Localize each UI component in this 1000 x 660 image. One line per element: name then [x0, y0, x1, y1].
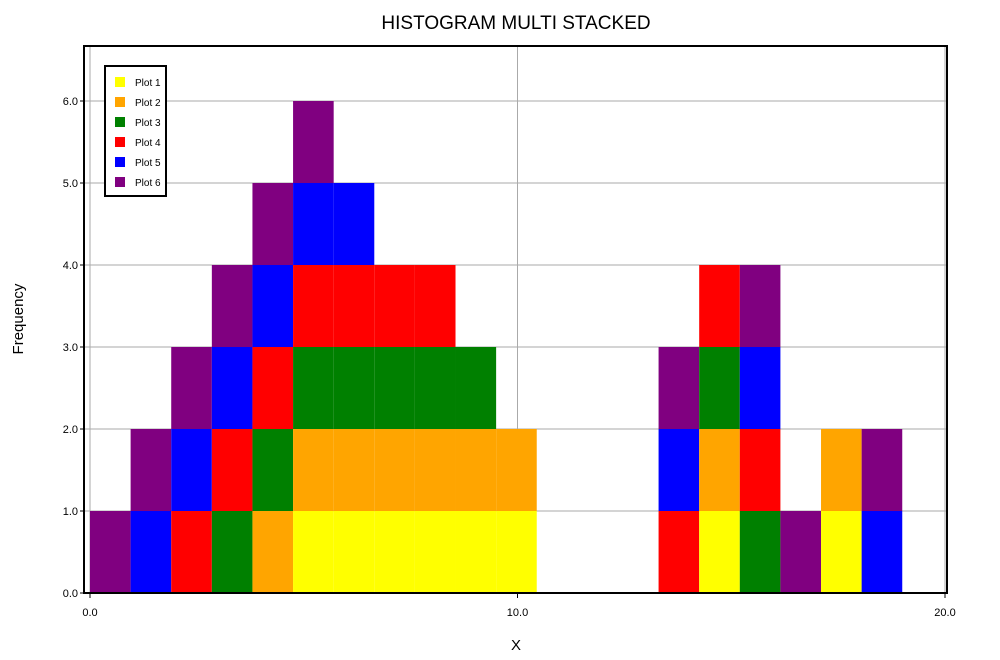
bar-segment-plot-4 [699, 265, 740, 347]
bar-segment-plot-5 [252, 265, 294, 347]
bar-segment-plot-6 [780, 511, 822, 593]
legend-box [104, 65, 167, 197]
bar-segment-plot-2 [496, 429, 537, 511]
legend-swatch [115, 177, 125, 187]
bar-segment-plot-2 [699, 429, 740, 511]
bar-segment-plot-1 [699, 511, 740, 593]
bar-segment-plot-5 [333, 183, 375, 265]
bar-segment-plot-6 [739, 265, 781, 347]
bar-segment-plot-5 [211, 347, 253, 429]
legend-entry: Plot 5 [135, 158, 161, 169]
y-axis-label: Frequency [10, 283, 27, 354]
legend-entry: Plot 3 [135, 118, 161, 129]
y-tick-label: 1.0 [63, 506, 78, 518]
x-axis-label: X [511, 637, 521, 654]
bar-segment-plot-4 [252, 347, 294, 429]
bar-segment-plot-1 [455, 511, 497, 593]
legend-swatch [115, 157, 125, 167]
bar-segment-plot-2 [252, 511, 294, 593]
legend: Plot 1 Plot 2 Plot 3 Plot 4 Plot 5 Plot 6 [104, 65, 167, 197]
legend-swatch [115, 117, 125, 127]
bar-segment-plot-6 [293, 101, 334, 183]
bar-segment-plot-6 [90, 511, 131, 593]
bar-segment-plot-2 [333, 429, 375, 511]
legend-entry: Plot 2 [135, 98, 161, 109]
bar-segment-plot-6 [130, 429, 172, 511]
bar-segment-plot-3 [699, 347, 740, 429]
bar-segment-plot-6 [252, 183, 294, 265]
bar-segment-plot-4 [658, 511, 700, 593]
bar-segment-plot-2 [293, 429, 334, 511]
bar-segment-plot-6 [861, 429, 903, 511]
bar-segment-plot-3 [455, 347, 497, 429]
bar-segment-plot-3 [293, 347, 334, 429]
bar-segment-plot-3 [414, 347, 456, 429]
legend-swatch [115, 97, 125, 107]
bar-segment-plot-6 [211, 265, 253, 347]
bar-segment-plot-1 [333, 511, 375, 593]
legend-entry: Plot 1 [135, 78, 161, 89]
bars [90, 101, 903, 593]
y-tick-label: 5.0 [63, 178, 78, 190]
bar-segment-plot-2 [374, 429, 415, 511]
bar-segment-plot-6 [171, 347, 212, 429]
x-tick-label: 10.0 [507, 607, 528, 619]
bar-segment-plot-1 [293, 511, 334, 593]
x-tick-label: 20.0 [934, 607, 955, 619]
bar-segment-plot-1 [414, 511, 456, 593]
bar-segment-plot-1 [374, 511, 415, 593]
plot-frame [83, 45, 948, 594]
bar-segment-plot-4 [211, 429, 253, 511]
bar-segment-plot-4 [739, 429, 781, 511]
bar-segment-plot-1 [821, 511, 862, 593]
bar-segment-plot-5 [861, 511, 903, 593]
bar-segment-plot-1 [496, 511, 537, 593]
bar-segment-plot-5 [171, 429, 212, 511]
bar-segment-plot-3 [211, 511, 253, 593]
bar-segment-plot-4 [293, 265, 334, 347]
legend-entry: Plot 4 [135, 138, 161, 149]
bar-segment-plot-3 [374, 347, 415, 429]
bar-segment-plot-5 [293, 183, 334, 265]
bar-segment-plot-5 [658, 429, 700, 511]
legend-swatch [115, 77, 125, 87]
y-tick-label: 4.0 [63, 260, 78, 272]
tick-labels: 0.0 1.0 2.0 3.0 4.0 5.0 6.0 0.0 10.0 20.0 [63, 96, 956, 619]
bar-segment-plot-4 [333, 265, 375, 347]
bar-segment-plot-3 [333, 347, 375, 429]
legend-swatch [115, 137, 125, 147]
y-tick-label: 6.0 [63, 96, 78, 108]
bar-segment-plot-6 [658, 347, 700, 429]
bar-segment-plot-4 [414, 265, 456, 347]
bar-segment-plot-5 [739, 347, 781, 429]
bar-segment-plot-3 [739, 511, 781, 593]
legend-entry: Plot 6 [135, 178, 161, 189]
bar-segment-plot-4 [374, 265, 415, 347]
chart-title: HISTOGRAM MULTI STACKED [381, 13, 650, 34]
bar-segment-plot-2 [821, 429, 862, 511]
y-tick-label: 2.0 [63, 424, 78, 436]
y-tick-label: 0.0 [63, 588, 78, 600]
bar-segment-plot-5 [130, 511, 172, 593]
bar-segment-plot-2 [414, 429, 456, 511]
y-tick-label: 3.0 [63, 342, 78, 354]
bar-segment-plot-3 [252, 429, 294, 511]
x-tick-label: 0.0 [82, 607, 97, 619]
bar-segment-plot-2 [455, 429, 497, 511]
bar-segment-plot-4 [171, 511, 212, 593]
